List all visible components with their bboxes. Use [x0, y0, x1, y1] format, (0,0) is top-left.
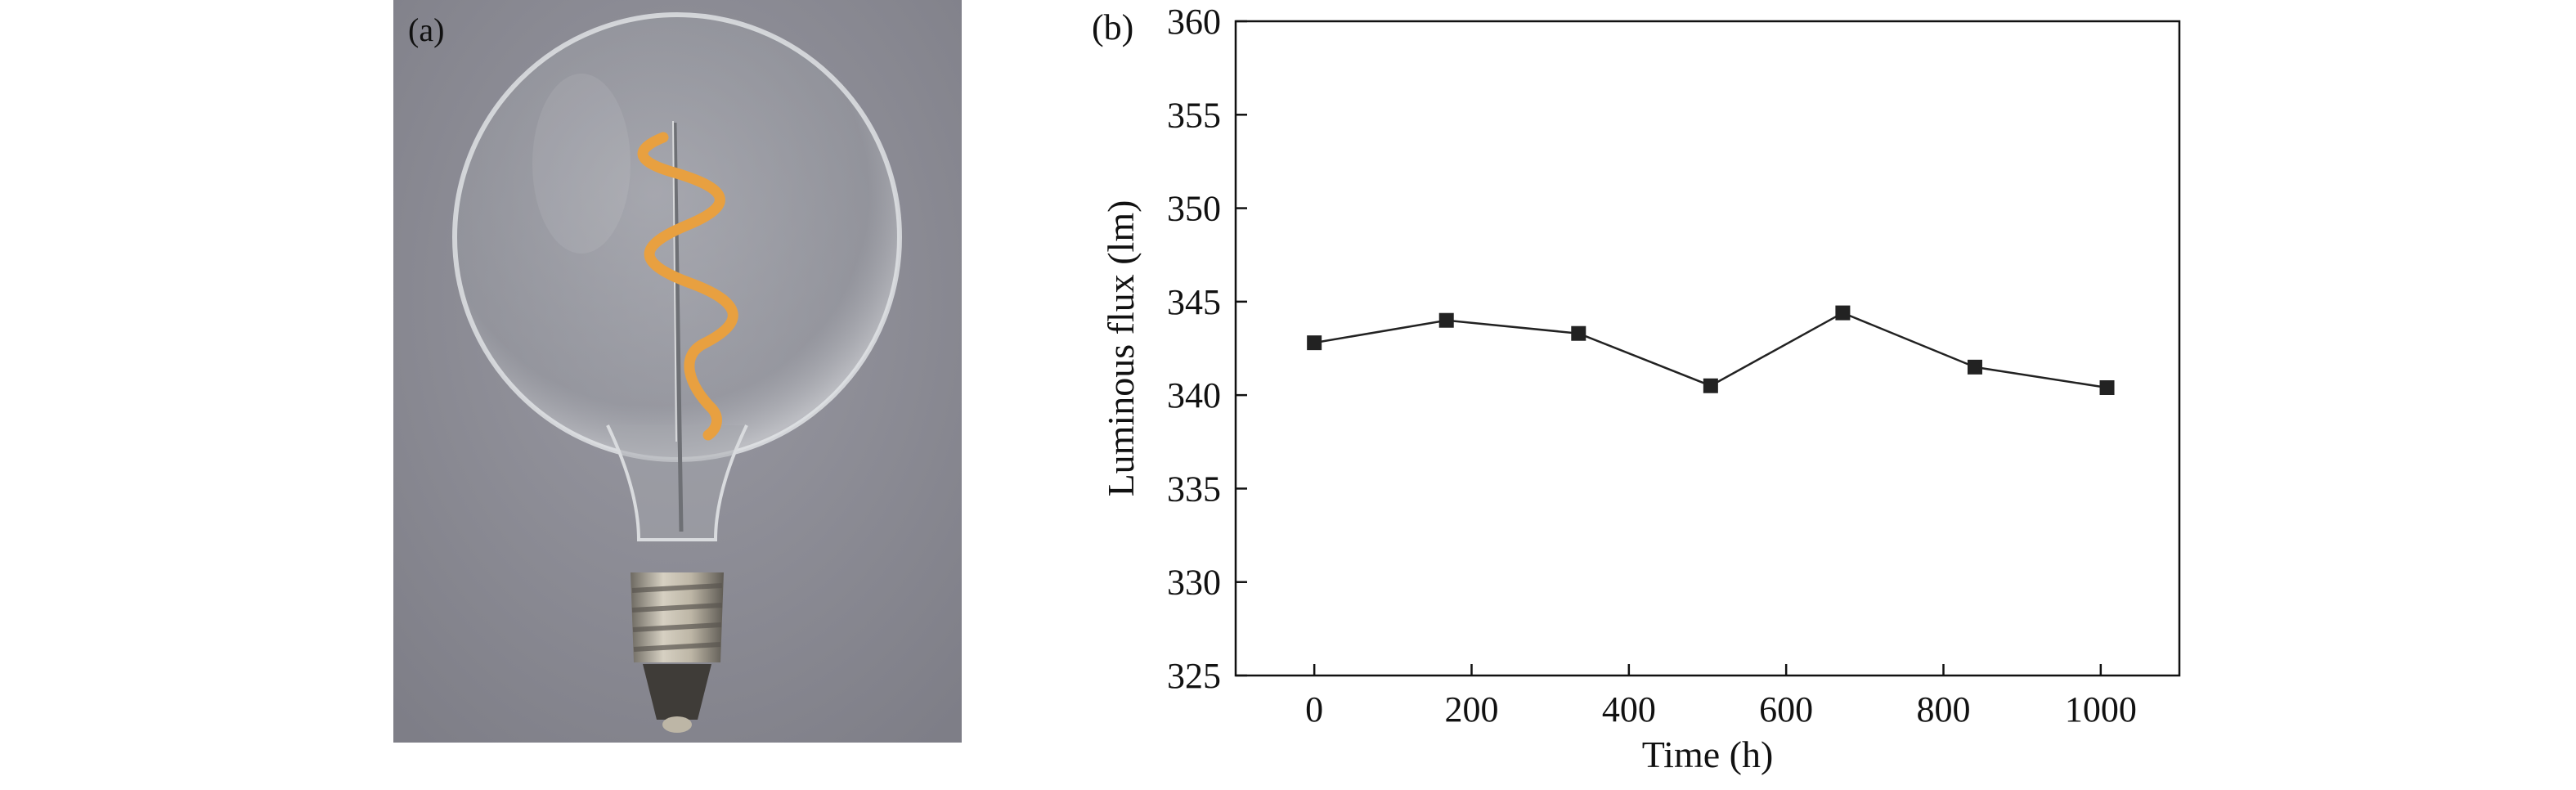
luminous-flux-chart-panel: (b) 325 330 335 340 345 350 355 360 0 200 400 600 8…: [1063, 0, 2208, 790]
x-tick-label: 800: [1917, 689, 1971, 729]
luminous-flux-chart: (b) 325 330 335 340 345 350 355 360 0 200 400 600 8…: [1092, 2, 2181, 775]
y-axis: 325 330 335 340 345 350 355 360: [1167, 2, 1247, 696]
data-point: [1835, 305, 1851, 321]
y-tick-label: 340: [1167, 375, 1221, 415]
data-point: [1438, 312, 1454, 328]
bulb-stem: [672, 122, 684, 532]
bulb-neck: [606, 424, 748, 541]
x-tick-label: 600: [1759, 689, 1813, 729]
spiral-filament: [637, 132, 738, 441]
series-line: [1313, 312, 2107, 389]
led-filament-bulb-icon: (a): [393, 0, 962, 743]
x-tick-label: 400: [1602, 689, 1656, 729]
base-insulator: [643, 664, 711, 720]
y-tick-label: 335: [1167, 469, 1221, 509]
data-point: [1703, 378, 1718, 393]
y-tick-label: 355: [1167, 95, 1221, 135]
y-tick-label: 330: [1167, 563, 1221, 603]
plot-frame: [1234, 20, 2181, 677]
y-axis-label: Luminous flux (lm): [1100, 200, 1142, 497]
x-axis-label: Time (h): [1642, 734, 1774, 775]
y-tick-label: 345: [1167, 282, 1221, 322]
data-point: [1307, 335, 1322, 351]
screw-base: [631, 572, 724, 662]
series-layer: [1307, 305, 2115, 395]
x-axis: 0 200 400 600 800 1000: [1305, 664, 2137, 729]
y-tick-label: 360: [1167, 2, 1221, 42]
photo-panel-label: (a): [408, 11, 444, 48]
x-tick-label: 1000: [2065, 689, 2137, 729]
base-contact: [662, 716, 692, 733]
data-point: [1571, 325, 1586, 341]
data-point: [2099, 380, 2115, 395]
chart-panel-label: (b): [1092, 7, 1133, 47]
bulb-photo-panel: (a): [393, 0, 962, 743]
screw-threads: [631, 583, 723, 652]
x-tick-label: 0: [1305, 689, 1323, 729]
x-tick-label: 200: [1445, 689, 1499, 729]
y-tick-label: 350: [1167, 189, 1221, 229]
y-tick-label: 325: [1167, 656, 1221, 696]
data-point: [1967, 359, 1982, 375]
globe-reflection: [532, 74, 631, 254]
